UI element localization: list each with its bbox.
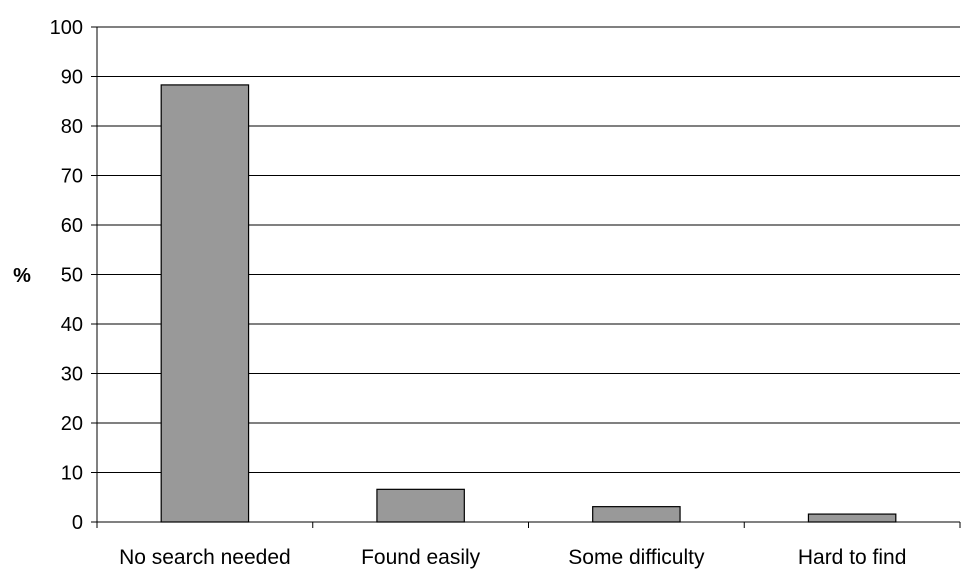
- bar-no-search-needed: [160, 84, 250, 523]
- y-tick-label: 90: [61, 67, 83, 89]
- y-tick-label: 0: [72, 512, 83, 534]
- bar-hard-to-find: [807, 513, 897, 523]
- bars: [160, 84, 897, 523]
- y-tick-label: 100: [50, 17, 83, 39]
- x-tick-label: Some difficulty: [568, 546, 705, 569]
- y-tick-label: 70: [61, 166, 83, 188]
- x-tick-label: Found easily: [361, 546, 481, 569]
- y-tick-label: 20: [61, 413, 83, 435]
- y-tick-label: 30: [61, 364, 83, 386]
- y-tick-label: 60: [61, 215, 83, 237]
- y-tick-label: 10: [61, 463, 83, 485]
- y-tick-label: 40: [61, 314, 83, 336]
- bar-found-easily: [376, 488, 465, 523]
- y-tick-label: 80: [61, 116, 83, 138]
- axes: [91, 26, 961, 528]
- labels: 0 10 20 30 40 50 60 70 80 90 100 No search needed Fo…: [50, 17, 907, 569]
- y-axis-label: %: [13, 265, 31, 287]
- x-tick-label: No search needed: [119, 546, 291, 569]
- bar-some-difficulty: [592, 506, 681, 523]
- x-tick-label: Hard to find: [798, 546, 907, 569]
- y-tick-label: 50: [61, 265, 83, 287]
